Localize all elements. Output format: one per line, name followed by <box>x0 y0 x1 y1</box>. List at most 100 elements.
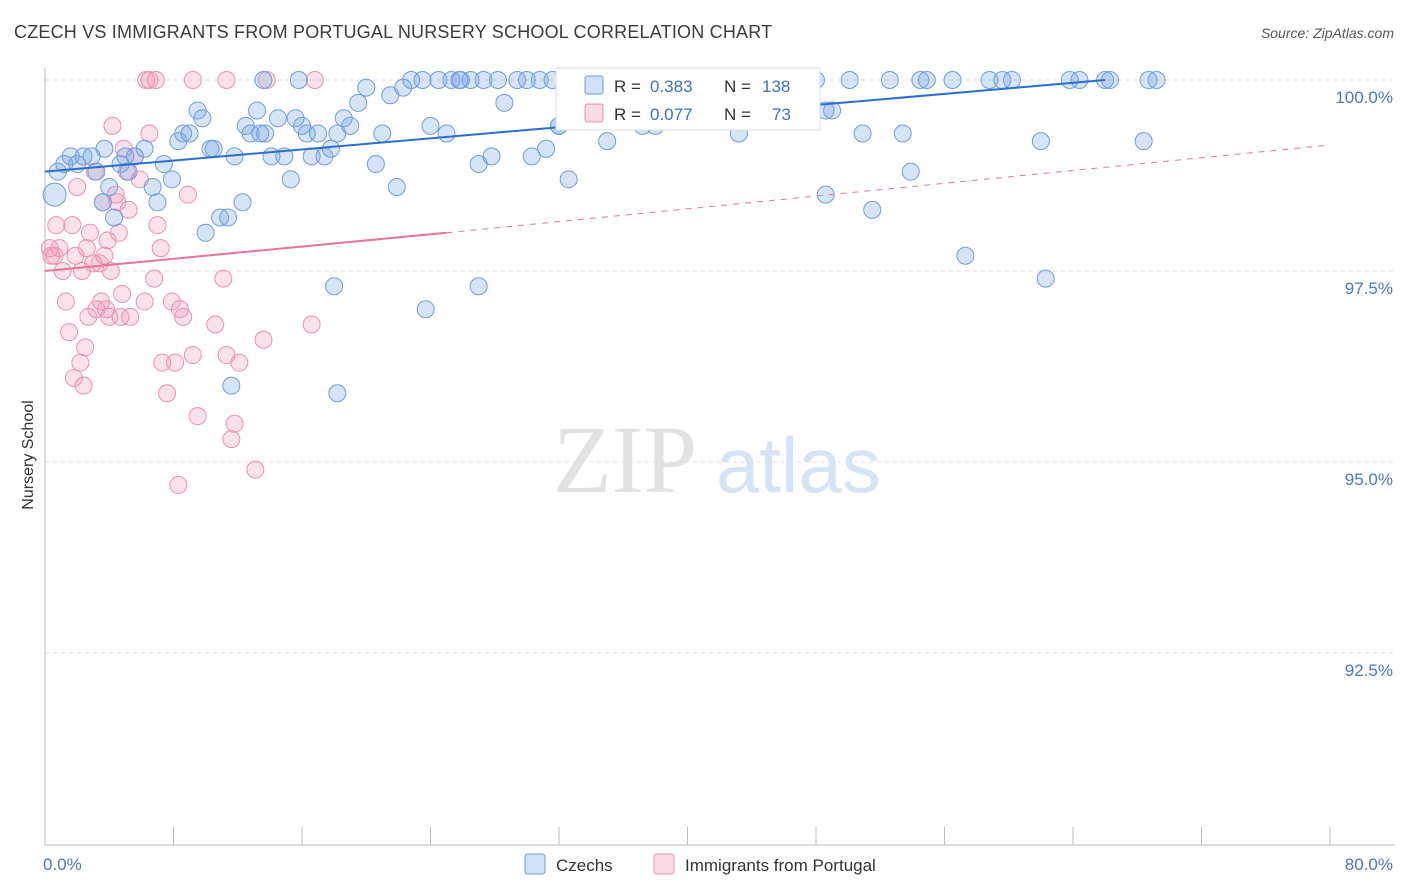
point-immigrants-from-portugal <box>151 239 170 258</box>
x-tick-label: 0.0% <box>43 855 82 874</box>
legend-swatch-czechs <box>584 75 604 95</box>
point-immigrants-from-portugal <box>145 269 164 288</box>
y-tick-label: 100.0% <box>1335 88 1393 107</box>
point-immigrants-from-portugal <box>158 384 177 403</box>
point-immigrants-from-portugal <box>47 216 66 235</box>
point-immigrants-from-portugal <box>77 239 96 258</box>
y-tick-labels: 92.5% 95.0% 97.5% 100.0% <box>1335 88 1393 680</box>
point-immigrants-from-portugal <box>206 315 225 334</box>
point-immigrants-from-portugal <box>188 407 207 426</box>
point-immigrants-from-portugal <box>230 353 249 372</box>
point-czechs <box>1060 71 1079 89</box>
legend-n-label-czechs: N = <box>724 77 751 96</box>
point-immigrants-from-portugal <box>113 284 132 303</box>
point-czechs <box>522 147 541 166</box>
axes <box>44 68 1395 846</box>
point-czechs <box>1147 71 1166 89</box>
point-czechs <box>1036 269 1055 288</box>
point-immigrants-from-portugal <box>183 346 202 365</box>
point-czechs <box>956 246 975 265</box>
point-czechs <box>341 116 360 135</box>
point-czechs <box>373 124 392 143</box>
point-czechs <box>840 71 859 89</box>
x-tick-labels: 0.0% 80.0% <box>43 855 1393 874</box>
y-tick-label: 95.0% <box>1345 470 1393 489</box>
point-immigrants-from-portugal <box>76 338 95 357</box>
legend-r-label-czechs: R = <box>614 77 641 96</box>
point-czechs <box>321 139 340 158</box>
point-czechs <box>100 177 119 196</box>
point-czechs <box>325 277 344 296</box>
point-immigrants-from-portugal <box>254 330 273 349</box>
point-czechs <box>162 170 181 189</box>
point-immigrants-from-portugal <box>140 124 159 143</box>
watermark-zip: ZIP <box>553 406 697 513</box>
bottom-legend-swatch-portugal <box>653 853 675 875</box>
point-immigrants-from-portugal <box>60 323 79 342</box>
x-tick-label: 80.0% <box>1345 855 1393 874</box>
point-czechs <box>219 208 238 227</box>
point-czechs <box>993 71 1012 89</box>
trend-line-immigrants-from-portugal <box>44 231 447 272</box>
point-czechs <box>911 71 930 89</box>
point-czechs <box>853 124 872 143</box>
point-czechs <box>437 124 456 143</box>
point-czechs <box>387 177 406 196</box>
point-immigrants-from-portugal <box>109 223 128 242</box>
point-czechs <box>429 71 448 89</box>
point-czechs <box>55 155 74 174</box>
point-czechs <box>469 277 488 296</box>
point-czechs <box>537 139 556 158</box>
point-immigrants-from-portugal <box>135 292 154 311</box>
point-czechs <box>530 71 549 89</box>
point-czechs <box>105 208 124 227</box>
point-czechs <box>863 200 882 219</box>
point-immigrants-from-portugal <box>56 292 75 311</box>
point-immigrants-from-portugal <box>178 185 197 204</box>
point-czechs <box>508 71 527 89</box>
point-czechs <box>289 71 308 89</box>
series-immigrants-from-portugal <box>40 71 324 494</box>
point-czechs <box>980 71 999 89</box>
point-czechs <box>917 71 936 89</box>
point-czechs <box>268 109 287 128</box>
legend-n-value-portugal: 73 <box>772 105 791 124</box>
point-czechs <box>95 139 114 158</box>
point-czechs <box>474 71 493 89</box>
y-tick-label: 92.5% <box>1345 661 1393 680</box>
point-czechs <box>559 170 578 189</box>
point-czechs <box>893 124 912 143</box>
point-immigrants-from-portugal <box>222 430 241 449</box>
point-immigrants-from-portugal <box>111 307 130 326</box>
point-immigrants-from-portugal <box>153 353 172 372</box>
point-czechs <box>495 93 514 112</box>
point-czechs <box>254 71 273 89</box>
point-czechs <box>416 300 435 319</box>
point-czechs <box>222 376 241 395</box>
point-immigrants-from-portugal <box>80 223 99 242</box>
point-czechs <box>1070 71 1089 89</box>
point-czechs <box>286 109 305 128</box>
point-immigrants-from-portugal <box>68 177 87 196</box>
bottom-legend-czechs: Czechs <box>556 856 613 875</box>
point-czechs <box>196 223 215 242</box>
point-czechs <box>482 147 501 166</box>
chart-title: CZECH VS IMMIGRANTS FROM PORTUGAL NURSER… <box>14 22 773 42</box>
trend-line-immigrants-from-portugal-extension <box>446 144 1331 234</box>
point-immigrants-from-portugal <box>225 414 244 433</box>
point-immigrants-from-portugal <box>166 353 185 372</box>
point-immigrants-from-portugal <box>103 116 122 135</box>
point-czechs <box>880 71 899 89</box>
point-czechs <box>943 71 962 89</box>
point-czechs <box>93 193 112 212</box>
point-immigrants-from-portugal <box>119 200 138 219</box>
point-immigrants-from-portugal <box>174 307 193 326</box>
legend-n-value-czechs: 138 <box>762 77 790 96</box>
point-immigrants-from-portugal <box>101 262 120 280</box>
point-czechs <box>180 124 199 143</box>
point-immigrants-from-portugal <box>71 353 90 372</box>
point-immigrants-from-portugal <box>74 376 93 395</box>
point-immigrants-from-portugal <box>95 246 114 265</box>
point-czechs <box>42 182 67 207</box>
point-czechs <box>174 124 193 143</box>
